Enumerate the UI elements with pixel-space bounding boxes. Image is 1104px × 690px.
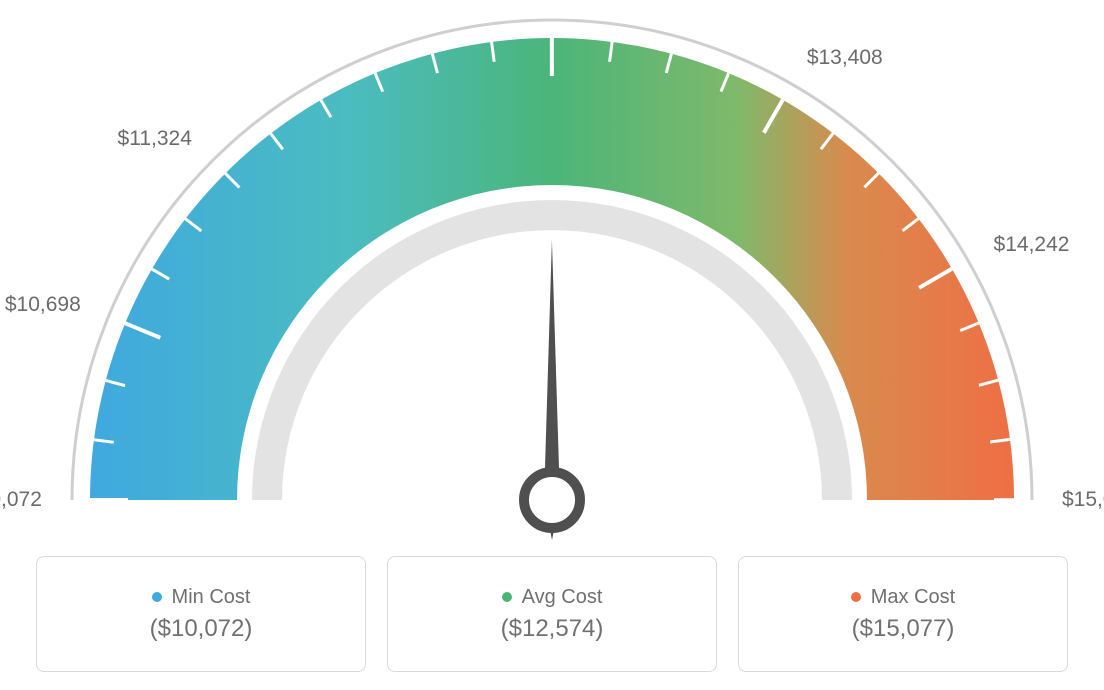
avg-cost-value: ($12,574) xyxy=(501,615,604,643)
cost-gauge-widget: $10,072$10,698$11,324$12,574$13,408$14,2… xyxy=(0,0,1104,690)
min-cost-value: ($10,072) xyxy=(150,615,253,643)
gauge-tick-label: $10,698 xyxy=(5,293,81,317)
max-cost-label: Max Cost xyxy=(871,586,955,609)
max-cost-head: Max Cost xyxy=(851,586,955,609)
max-dot-icon xyxy=(851,592,861,602)
avg-cost-card: Avg Cost ($12,574) xyxy=(387,556,717,672)
gauge-tick-label: $10,072 xyxy=(0,488,42,512)
avg-dot-icon xyxy=(502,592,512,602)
avg-cost-head: Avg Cost xyxy=(502,586,603,609)
gauge-area: $10,072$10,698$11,324$12,574$13,408$14,2… xyxy=(0,0,1104,540)
summary-cards: Min Cost ($10,072) Avg Cost ($12,574) Ma… xyxy=(0,556,1104,672)
max-cost-card: Max Cost ($15,077) xyxy=(738,556,1068,672)
min-cost-label: Min Cost xyxy=(172,586,251,609)
gauge-tick-label: $13,408 xyxy=(807,46,883,70)
gauge-tick-label: $11,324 xyxy=(118,127,192,151)
gauge-tick-label: $14,242 xyxy=(994,233,1070,257)
min-cost-head: Min Cost xyxy=(152,586,251,609)
gauge-svg xyxy=(0,0,1104,560)
min-cost-card: Min Cost ($10,072) xyxy=(36,556,366,672)
gauge-tick-label: $15,077 xyxy=(1062,488,1104,512)
min-dot-icon xyxy=(152,592,162,602)
max-cost-value: ($15,077) xyxy=(852,615,955,643)
avg-cost-label: Avg Cost xyxy=(522,586,603,609)
